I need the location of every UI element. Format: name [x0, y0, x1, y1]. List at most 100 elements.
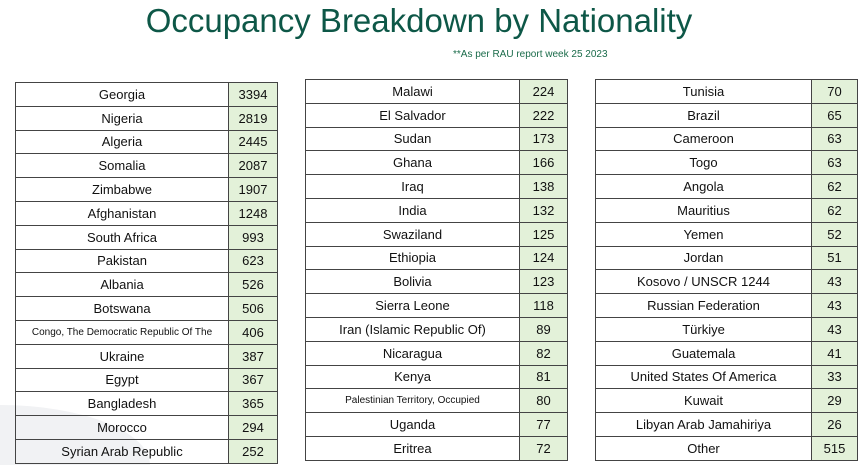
occupancy-count: 43 [811, 293, 858, 318]
country-name: Somalia [15, 153, 229, 179]
occupancy-count: 173 [519, 126, 568, 152]
occupancy-count: 62 [811, 174, 858, 199]
table-row: Brazil 65 [595, 102, 858, 128]
country-name: Pakistan [15, 248, 229, 274]
country-name: Morocco [15, 415, 229, 440]
country-name: Tunisia [595, 79, 812, 104]
occupancy-count: 123 [519, 269, 568, 295]
table-row: United States Of America 33 [595, 364, 858, 390]
occupancy-count: 132 [519, 197, 568, 223]
country-name: Ethiopia [305, 245, 520, 271]
table-row: Russian Federation 43 [595, 293, 858, 318]
occupancy-count: 252 [228, 438, 278, 464]
occupancy-count: 33 [811, 364, 858, 390]
table-row: Somalia 2087 [15, 153, 278, 179]
country-name: Libyan Arab Jamahiriya [595, 412, 812, 437]
country-name: Angola [595, 174, 812, 199]
country-name: Georgia [15, 82, 229, 107]
table-row: Morocco 294 [15, 415, 278, 440]
table-row: Kosovo / UNSCR 1244 43 [595, 269, 858, 295]
table-row: Cameroon 63 [595, 126, 858, 152]
country-name: Ukraine [15, 343, 229, 369]
nationality-table-3: Tunisia 70 Brazil 65 Cameroon 63 Togo 63 Angola 6… [595, 79, 858, 461]
occupancy-count: 52 [811, 221, 858, 247]
table-row: Iraq 138 [305, 174, 568, 199]
occupancy-count: 82 [519, 340, 568, 366]
country-name: Jordan [595, 245, 812, 271]
occupancy-count: 89 [519, 316, 568, 342]
country-name: El Salvador [305, 102, 520, 128]
country-name: Egypt [15, 367, 229, 393]
table-row: Kenya 81 [305, 364, 568, 390]
table-row: Ukraine 387 [15, 343, 278, 369]
table-row: Togo 63 [595, 150, 858, 176]
table-row: Other 515 [595, 435, 858, 461]
country-name: Iran (Islamic Republic Of) [305, 316, 520, 342]
country-name: Malawi [305, 79, 520, 104]
country-name: Iraq [305, 174, 520, 199]
country-name: Yemen [595, 221, 812, 247]
table-row: Pakistan 623 [15, 248, 278, 274]
occupancy-count: 515 [811, 435, 858, 461]
occupancy-count: 222 [519, 102, 568, 128]
country-name: Guatemala [595, 340, 812, 366]
table-row: Eritrea 72 [305, 435, 568, 461]
country-name: Swaziland [305, 221, 520, 247]
table-row: Botswana 506 [15, 296, 278, 321]
occupancy-count: 526 [228, 272, 278, 298]
table-row: El Salvador 222 [305, 102, 568, 128]
table-row: Uganda 77 [305, 412, 568, 437]
occupancy-count: 80 [519, 388, 568, 414]
country-name: Mauritius [595, 197, 812, 223]
occupancy-count: 294 [228, 415, 278, 440]
occupancy-count: 367 [228, 367, 278, 393]
table-row: Bangladesh 365 [15, 391, 278, 417]
table-row: Yemen 52 [595, 221, 858, 247]
country-name: Cameroon [595, 126, 812, 152]
occupancy-count: 993 [228, 224, 278, 250]
nationality-table-1: Georgia 3394 Nigeria 2819 Algeria 2445 Somalia… [15, 82, 278, 464]
occupancy-count: 62 [811, 197, 858, 223]
occupancy-count: 406 [228, 319, 278, 345]
occupancy-count: 63 [811, 126, 858, 152]
country-name: Bolivia [305, 269, 520, 295]
country-name: Brazil [595, 102, 812, 128]
table-row: Sierra Leone 118 [305, 293, 568, 318]
table-row: Ethiopia 124 [305, 245, 568, 271]
table-row: South Africa 993 [15, 224, 278, 250]
table-row: Sudan 173 [305, 126, 568, 152]
table-row: Congo, The Democratic Republic Of The 406 [15, 319, 278, 345]
table-row: India 132 [305, 197, 568, 223]
country-name: Eritrea [305, 435, 520, 461]
table-row: Algeria 2445 [15, 129, 278, 155]
country-name: Nigeria [15, 105, 229, 131]
table-row: Syrian Arab Republic 252 [15, 438, 278, 464]
country-name: Kuwait [595, 388, 812, 414]
occupancy-count: 41 [811, 340, 858, 366]
occupancy-count: 77 [519, 412, 568, 437]
country-name: South Africa [15, 224, 229, 250]
occupancy-count: 623 [228, 248, 278, 274]
occupancy-count: 124 [519, 245, 568, 271]
table-row: Afghanistan 1248 [15, 200, 278, 226]
country-name: Afghanistan [15, 200, 229, 226]
table-row: Türkiye 43 [595, 316, 858, 342]
occupancy-count: 224 [519, 79, 568, 104]
table-row: Georgia 3394 [15, 82, 278, 107]
occupancy-count: 118 [519, 293, 568, 318]
occupancy-count: 1907 [228, 177, 278, 202]
occupancy-count: 72 [519, 435, 568, 461]
table-row: Palestinian Territory, Occupied 80 [305, 388, 568, 414]
occupancy-count: 2087 [228, 153, 278, 179]
occupancy-count: 506 [228, 296, 278, 321]
occupancy-count: 2819 [228, 105, 278, 131]
table-row: Egypt 367 [15, 367, 278, 393]
country-name: Bangladesh [15, 391, 229, 417]
table-row: Iran (Islamic Republic Of) 89 [305, 316, 568, 342]
country-name: Kosovo / UNSCR 1244 [595, 269, 812, 295]
occupancy-count: 81 [519, 364, 568, 390]
country-name: Sierra Leone [305, 293, 520, 318]
occupancy-count: 29 [811, 388, 858, 414]
table-row: Ghana 166 [305, 150, 568, 176]
country-name: Türkiye [595, 316, 812, 342]
